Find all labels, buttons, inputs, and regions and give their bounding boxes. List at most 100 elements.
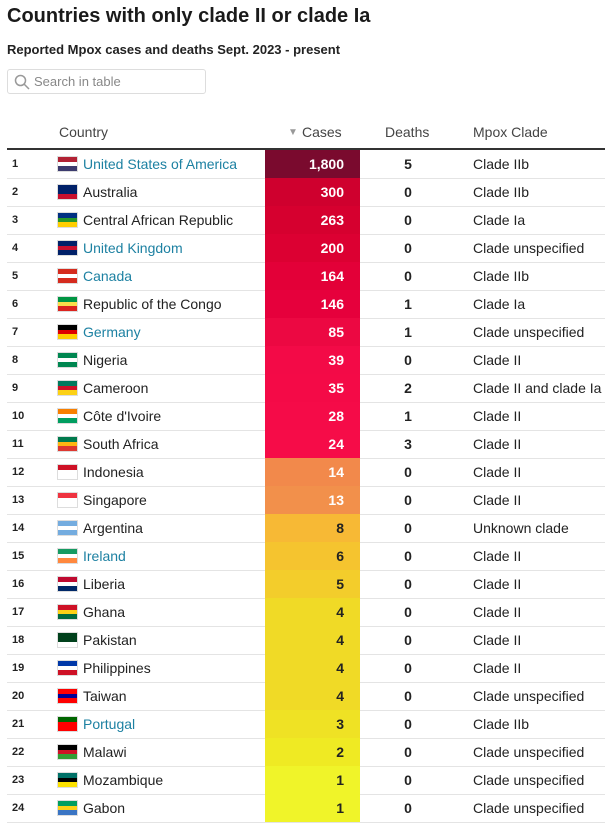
- country: Liberia: [83, 576, 126, 592]
- flag-stripe: [58, 665, 77, 671]
- cases: 300: [265, 178, 360, 206]
- flag: [58, 689, 77, 703]
- flag-stripe: [58, 213, 77, 218]
- cases: 3: [265, 710, 360, 738]
- country-link[interactable]: Portugal: [83, 716, 136, 732]
- flag-stripe: [58, 474, 77, 479]
- cases: 4: [265, 654, 360, 682]
- cases: 85: [265, 318, 360, 346]
- flag-stripe: [58, 805, 77, 811]
- flag: [58, 213, 77, 227]
- country: Argentina: [83, 520, 143, 536]
- cases: 6: [265, 542, 360, 570]
- table-row: 16 Liberia 5 0 Clade II: [7, 570, 605, 599]
- rank: 8: [12, 354, 19, 366]
- table-row: 22 Malawi 2 0 Clade unspecified: [7, 738, 605, 767]
- rank: 20: [12, 690, 25, 702]
- flag-stripe: [58, 469, 77, 475]
- rank: 1: [12, 158, 19, 170]
- rank: 4: [12, 242, 19, 254]
- rank: 18: [12, 634, 25, 646]
- clade: Clade II: [473, 576, 522, 592]
- flag: [58, 493, 77, 507]
- table-row: 5 Canada 164 0 Clade IIb: [7, 262, 605, 291]
- flag-stripe: [58, 609, 77, 615]
- flag-stripe: [58, 194, 77, 199]
- country: Philippines: [83, 660, 151, 676]
- country-link[interactable]: United States of America: [83, 156, 238, 172]
- flag-stripe: [58, 301, 77, 307]
- flag-stripe: [58, 297, 77, 302]
- table-row: 1 United States of America 1,800 5 Clade IIb: [7, 150, 605, 179]
- clade: Clade IIb: [473, 184, 530, 200]
- country: Republic of the Congo: [83, 296, 222, 312]
- header-country[interactable]: Country: [59, 124, 109, 140]
- country: Cameroon: [83, 380, 149, 396]
- flag-stripe: [58, 325, 77, 330]
- table-row: 12 Indonesia 14 0 Clade II: [7, 458, 605, 487]
- flag-stripe: [58, 642, 77, 647]
- flag: [58, 745, 77, 759]
- flag-stripe: [58, 493, 77, 498]
- country: Ghana: [83, 604, 126, 620]
- flag-stripe: [58, 385, 77, 391]
- flag-stripe: [58, 222, 77, 227]
- flag-stripe: [58, 269, 77, 274]
- rank: 21: [12, 718, 25, 730]
- header-cases[interactable]: Cases: [302, 124, 342, 140]
- table-row: 3 Central African Republic 263 0 Clade Ia: [7, 206, 605, 235]
- rank: 3: [12, 214, 19, 226]
- flag-stripe: [58, 530, 77, 535]
- search-box[interactable]: Search in table: [7, 69, 206, 94]
- country: Indonesia: [83, 464, 144, 480]
- clade: Clade II and clade Ia: [473, 380, 602, 396]
- flag-stripe: [58, 749, 77, 755]
- subtitle: Reported Mpox cases and deaths Sept. 202…: [7, 42, 341, 57]
- deaths: 0: [404, 744, 412, 760]
- country-link[interactable]: Canada: [83, 268, 133, 284]
- country: Pakistan: [83, 632, 137, 648]
- search-placeholder: Search in table: [34, 74, 121, 89]
- table-row: 14 Argentina 8 0 Unknown clade: [7, 514, 605, 543]
- sort-icon[interactable]: ▼: [288, 127, 298, 138]
- deaths: 0: [404, 212, 412, 228]
- deaths: 0: [404, 604, 412, 620]
- search-icon: [14, 74, 30, 90]
- flag: [58, 577, 77, 591]
- country-link[interactable]: United Kingdom: [83, 240, 183, 256]
- country-link[interactable]: Germany: [83, 324, 141, 340]
- country: Gabon: [83, 800, 126, 816]
- rank: 11: [12, 438, 24, 450]
- flag-stripe: [58, 245, 77, 251]
- flag: [58, 269, 77, 283]
- deaths: 2: [404, 380, 412, 396]
- deaths: 1: [404, 408, 412, 424]
- flag-stripe: [58, 614, 77, 619]
- table-row: 4 United Kingdom 200 0 Clade unspecified: [7, 234, 605, 263]
- flag: [58, 661, 77, 675]
- flag-stripe: [58, 525, 77, 531]
- clade: Clade II: [473, 436, 522, 452]
- flag-stripe: [58, 745, 77, 750]
- deaths: 0: [404, 268, 412, 284]
- deaths: 5: [404, 156, 412, 172]
- flag-stripe: [58, 726, 77, 731]
- table-row: 9 Cameroon 35 2 Clade II and clade Ia: [7, 374, 605, 403]
- cases: 1: [265, 794, 360, 822]
- flag-stripe: [58, 334, 77, 339]
- header-clade[interactable]: Mpox Clade: [473, 124, 548, 140]
- flag: [58, 773, 77, 787]
- rank: 5: [12, 270, 19, 282]
- cases: 263: [265, 206, 360, 234]
- clade: Clade IIb: [473, 716, 530, 732]
- flag-stripe: [58, 810, 77, 815]
- flag: [58, 465, 77, 479]
- cases: 1,800: [265, 150, 360, 178]
- country-link[interactable]: Ireland: [83, 548, 126, 564]
- header-deaths[interactable]: Deaths: [385, 124, 430, 140]
- rank: 14: [12, 522, 25, 534]
- table-row: 24 Gabon 1 0 Clade unspecified: [7, 794, 605, 823]
- flag-stripe: [58, 521, 77, 526]
- flag-stripe: [58, 161, 77, 167]
- flag-stripe: [58, 633, 77, 638]
